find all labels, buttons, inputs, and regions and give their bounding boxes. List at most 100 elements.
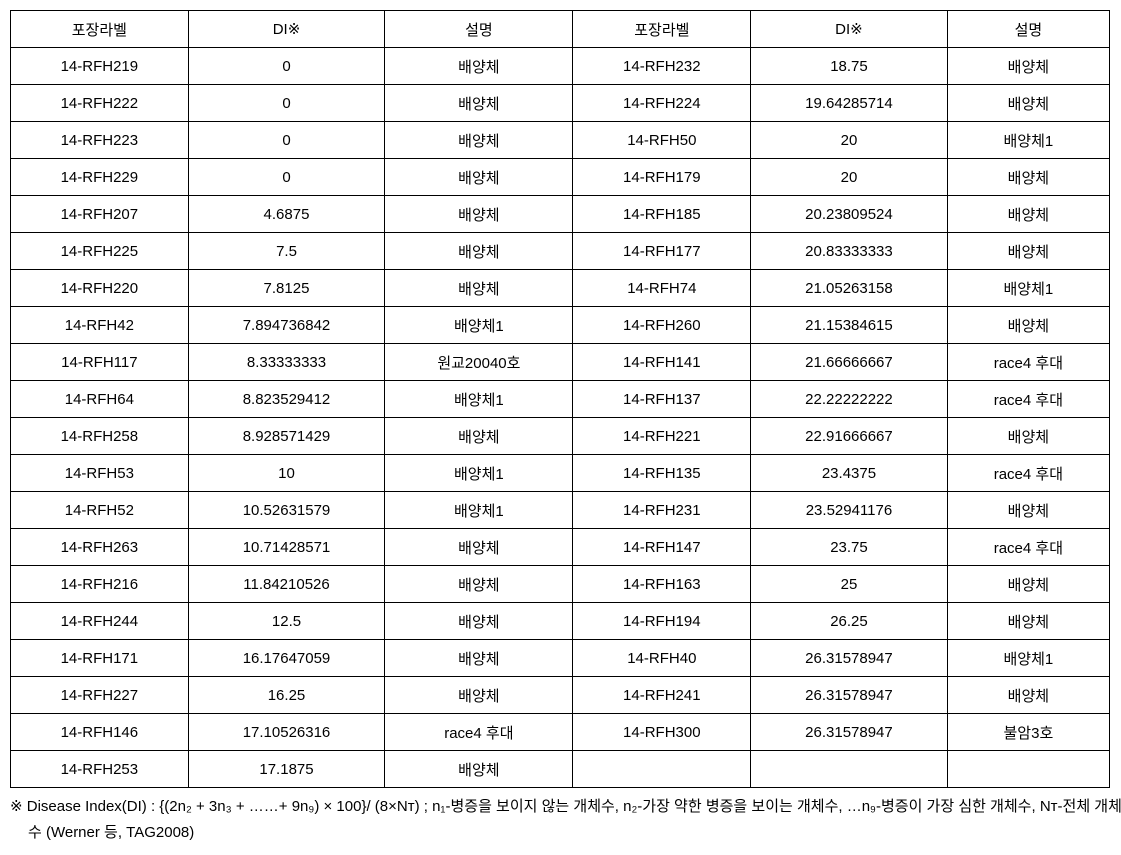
col-header-desc-2: 설명 bbox=[947, 11, 1109, 48]
table-cell: 22.22222222 bbox=[751, 381, 948, 418]
table-cell: 20.23809524 bbox=[751, 196, 948, 233]
table-cell: 배양체 bbox=[385, 751, 573, 788]
table-cell: 14-RFH50 bbox=[573, 122, 751, 159]
table-header-row: 포장라벨 DI※ 설명 포장라벨 DI※ 설명 bbox=[11, 11, 1110, 48]
col-header-desc-1: 설명 bbox=[385, 11, 573, 48]
table-row: 14-RFH2190배양체14-RFH23218.75배양체 bbox=[11, 48, 1110, 85]
table-row: 14-RFH1178.33333333원교20040호14-RFH14121.6… bbox=[11, 344, 1110, 381]
table-cell: 14-RFH224 bbox=[573, 85, 751, 122]
table-cell: 20 bbox=[751, 159, 948, 196]
table-cell: 25 bbox=[751, 566, 948, 603]
footnote-text: ※ Disease Index(DI) : {(2n₂ + 3n₃ + ……+ … bbox=[10, 794, 1121, 845]
table-cell: 10 bbox=[188, 455, 385, 492]
table-cell: 배양체 bbox=[947, 418, 1109, 455]
table-cell: 7.894736842 bbox=[188, 307, 385, 344]
table-cell: 14-RFH147 bbox=[573, 529, 751, 566]
table-cell: 14-RFH244 bbox=[11, 603, 189, 640]
table-row: 14-RFH2230배양체14-RFH5020배양체1 bbox=[11, 122, 1110, 159]
table-cell: 14-RFH53 bbox=[11, 455, 189, 492]
table-cell: 14-RFH216 bbox=[11, 566, 189, 603]
table-cell: 배양체 bbox=[385, 233, 573, 270]
table-cell: race4 후대 bbox=[947, 344, 1109, 381]
col-header-label-2: 포장라벨 bbox=[573, 11, 751, 48]
table-row: 14-RFH22716.25배양체14-RFH24126.31578947배양체 bbox=[11, 677, 1110, 714]
table-row: 14-RFH5210.52631579배양체114-RFH23123.52941… bbox=[11, 492, 1110, 529]
table-cell: 14-RFH222 bbox=[11, 85, 189, 122]
table-cell: 배양체 bbox=[947, 85, 1109, 122]
table-cell: 0 bbox=[188, 85, 385, 122]
table-cell: 배양체 bbox=[385, 529, 573, 566]
table-cell: 14-RFH225 bbox=[11, 233, 189, 270]
table-cell: 14-RFH179 bbox=[573, 159, 751, 196]
table-cell: 배양체1 bbox=[385, 492, 573, 529]
table-cell: 8.33333333 bbox=[188, 344, 385, 381]
table-cell: 14-RFH258 bbox=[11, 418, 189, 455]
table-cell: 14-RFH40 bbox=[573, 640, 751, 677]
table-cell: 8.928571429 bbox=[188, 418, 385, 455]
table-cell: 14-RFH185 bbox=[573, 196, 751, 233]
table-cell: 8.823529412 bbox=[188, 381, 385, 418]
table-cell: 14-RFH137 bbox=[573, 381, 751, 418]
table-row: 14-RFH2074.6875배양체14-RFH18520.23809524배양… bbox=[11, 196, 1110, 233]
table-row: 14-RFH2220배양체14-RFH22419.64285714배양체 bbox=[11, 85, 1110, 122]
table-cell: 배양체1 bbox=[947, 122, 1109, 159]
table-cell: 배양체 bbox=[385, 640, 573, 677]
table-cell: 7.8125 bbox=[188, 270, 385, 307]
table-cell: 21.66666667 bbox=[751, 344, 948, 381]
table-cell: 14-RFH171 bbox=[11, 640, 189, 677]
table-cell: 20 bbox=[751, 122, 948, 159]
table-cell: 14-RFH232 bbox=[573, 48, 751, 85]
table-cell: 14-RFH42 bbox=[11, 307, 189, 344]
table-cell: 배양체 bbox=[947, 566, 1109, 603]
table-cell: race4 후대 bbox=[385, 714, 573, 751]
table-cell: 배양체 bbox=[385, 603, 573, 640]
table-cell: 배양체 bbox=[947, 603, 1109, 640]
table-cell: 14-RFH227 bbox=[11, 677, 189, 714]
table-cell: 불암3호 bbox=[947, 714, 1109, 751]
table-cell: 배양체 bbox=[385, 159, 573, 196]
table-cell: 17.1875 bbox=[188, 751, 385, 788]
table-cell: 26.25 bbox=[751, 603, 948, 640]
col-header-label-1: 포장라벨 bbox=[11, 11, 189, 48]
table-cell: 배양체 bbox=[947, 159, 1109, 196]
table-cell bbox=[947, 751, 1109, 788]
table-cell: race4 후대 bbox=[947, 529, 1109, 566]
table-cell: 16.17647059 bbox=[188, 640, 385, 677]
table-cell: 배양체 bbox=[385, 122, 573, 159]
table-cell: 22.91666667 bbox=[751, 418, 948, 455]
table-row: 14-RFH25317.1875배양체 bbox=[11, 751, 1110, 788]
table-cell: 배양체 bbox=[947, 307, 1109, 344]
table-cell: 0 bbox=[188, 159, 385, 196]
table-cell: 0 bbox=[188, 48, 385, 85]
table-row: 14-RFH24412.5배양체14-RFH19426.25배양체 bbox=[11, 603, 1110, 640]
table-cell: race4 후대 bbox=[947, 455, 1109, 492]
table-cell: 23.75 bbox=[751, 529, 948, 566]
table-row: 14-RFH17116.17647059배양체14-RFH4026.315789… bbox=[11, 640, 1110, 677]
table-cell: 14-RFH74 bbox=[573, 270, 751, 307]
table-cell: 14-RFH163 bbox=[573, 566, 751, 603]
table-row: 14-RFH14617.10526316race4 후대14-RFH30026.… bbox=[11, 714, 1110, 751]
table-cell: 14-RFH207 bbox=[11, 196, 189, 233]
table-cell: 0 bbox=[188, 122, 385, 159]
table-cell: 14-RFH241 bbox=[573, 677, 751, 714]
table-cell bbox=[573, 751, 751, 788]
table-cell: 14-RFH263 bbox=[11, 529, 189, 566]
table-cell: 배양체 bbox=[947, 233, 1109, 270]
table-cell: 17.10526316 bbox=[188, 714, 385, 751]
table-cell: 21.15384615 bbox=[751, 307, 948, 344]
table-cell: 4.6875 bbox=[188, 196, 385, 233]
table-cell: 14-RFH64 bbox=[11, 381, 189, 418]
table-cell: 배양체1 bbox=[385, 307, 573, 344]
table-cell: 배양체 bbox=[385, 677, 573, 714]
table-row: 14-RFH427.894736842배양체114-RFH26021.15384… bbox=[11, 307, 1110, 344]
table-cell: 배양체 bbox=[385, 566, 573, 603]
table-cell: 16.25 bbox=[188, 677, 385, 714]
table-cell: 배양체1 bbox=[947, 270, 1109, 307]
col-header-di-2: DI※ bbox=[751, 11, 948, 48]
table-cell: 7.5 bbox=[188, 233, 385, 270]
col-header-di-1: DI※ bbox=[188, 11, 385, 48]
table-cell: 14-RFH220 bbox=[11, 270, 189, 307]
table-cell: 23.4375 bbox=[751, 455, 948, 492]
table-cell: 14-RFH300 bbox=[573, 714, 751, 751]
table-cell: 11.84210526 bbox=[188, 566, 385, 603]
